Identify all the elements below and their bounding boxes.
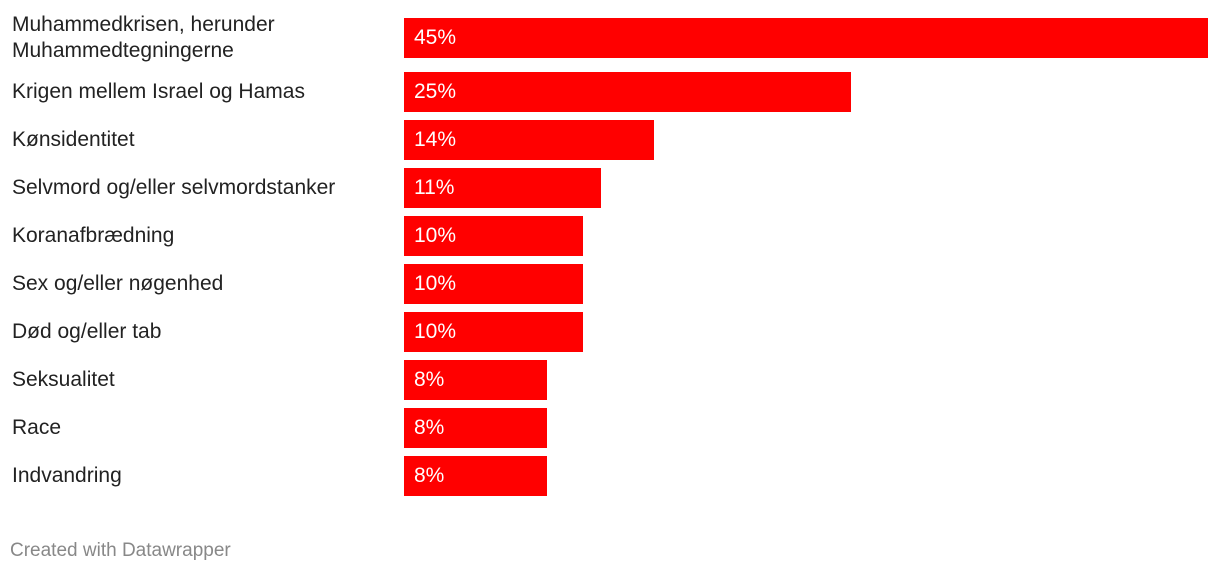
bar: 10% bbox=[404, 264, 583, 304]
chart: Muhammedkrisen, herunder Muhammedtegning… bbox=[12, 12, 1212, 496]
bar: 14% bbox=[404, 120, 655, 160]
category-label: Indvandring bbox=[12, 464, 122, 487]
category-label: Koranafbrædning bbox=[12, 224, 175, 247]
bar-row: Sex og/eller nøgenhed 10% bbox=[12, 264, 1212, 304]
bar-row: Muhammedkrisen, herunder Muhammedtegning… bbox=[12, 12, 1212, 64]
category-label: Krigen mellem Israel og Hamas bbox=[12, 80, 305, 103]
bar-row: Død og/eller tab 10% bbox=[12, 312, 1212, 352]
bar-row: Race 8% bbox=[12, 408, 1212, 448]
category-label: Seksualitet bbox=[12, 368, 115, 391]
value-label: 25% bbox=[414, 80, 457, 103]
category-label: Selvmord og/eller selvmordstanker bbox=[12, 176, 336, 199]
category-label: Race bbox=[12, 416, 62, 439]
bar-row: Selvmord og/eller selvmordstanker 11% bbox=[12, 168, 1212, 208]
bar: 11% bbox=[404, 168, 601, 208]
bar: 10% bbox=[404, 312, 583, 352]
value-label: 11% bbox=[414, 176, 455, 199]
bar-row: Krigen mellem Israel og Hamas 25% bbox=[12, 72, 1212, 112]
value-label: 8% bbox=[414, 368, 445, 391]
bar: 8% bbox=[404, 360, 547, 400]
value-label: 8% bbox=[414, 464, 445, 487]
bar: 8% bbox=[404, 408, 547, 448]
bar: 25% bbox=[404, 72, 851, 112]
bar-row: Seksualitet 8% bbox=[12, 360, 1212, 400]
value-label: 14% bbox=[414, 128, 457, 151]
bar-row: Indvandring 8% bbox=[12, 456, 1212, 496]
value-label: 8% bbox=[414, 416, 445, 439]
category-label: Sex og/eller nøgenhed bbox=[12, 272, 224, 295]
bar: 8% bbox=[404, 456, 547, 496]
value-label: 45% bbox=[414, 26, 457, 49]
bar-row: Kønsidentitet 14% bbox=[12, 120, 1212, 160]
credit: Created with Datawrapper bbox=[10, 540, 231, 561]
category-label: Muhammedkrisen, herunder Muhammedtegning… bbox=[12, 13, 275, 62]
value-label: 10% bbox=[414, 224, 457, 247]
value-label: 10% bbox=[414, 272, 457, 295]
bar: 45% bbox=[404, 18, 1208, 58]
value-label: 10% bbox=[414, 320, 457, 343]
category-label: Død og/eller tab bbox=[12, 320, 162, 343]
bar-row: Koranafbrædning 10% bbox=[12, 216, 1212, 256]
bar: 10% bbox=[404, 216, 583, 256]
category-label: Kønsidentitet bbox=[12, 128, 135, 151]
